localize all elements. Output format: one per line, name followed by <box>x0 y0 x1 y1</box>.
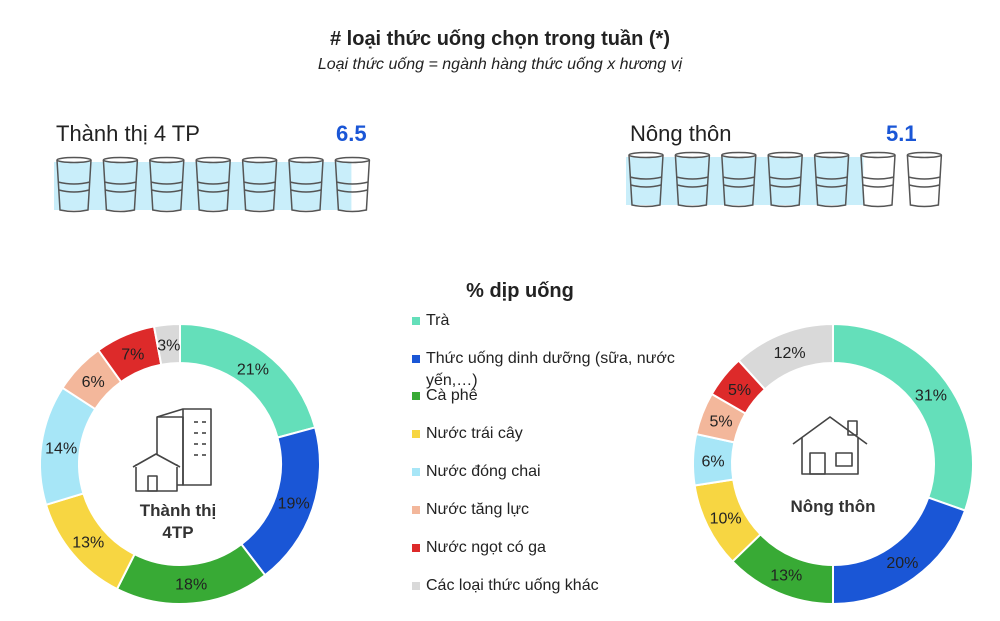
chart-title: # loại thức uống chọn trong tuần (*) <box>329 28 670 50</box>
urban-glass-row <box>54 156 371 213</box>
legend-label: Nước trái cây <box>426 425 523 442</box>
legend-swatch <box>412 582 420 590</box>
glass-icon <box>721 151 757 208</box>
donut-slice-label: 6% <box>701 453 724 470</box>
glass-icon <box>628 151 664 208</box>
legend-label: Nước tăng lực <box>426 501 530 518</box>
glass-icon <box>56 156 92 213</box>
rural-group-label: Nông thôn <box>630 121 732 146</box>
donut-slice-label: 31% <box>915 388 947 405</box>
glass-icon <box>906 151 943 208</box>
glass-icon <box>241 156 278 213</box>
urban-group-value: 6.5 <box>336 121 367 146</box>
donut-slice-label: 21% <box>237 362 269 379</box>
glass-icon <box>149 156 185 213</box>
rural-group-value: 5.1 <box>886 121 917 146</box>
urban-center-label-line2: 4TP <box>162 523 193 542</box>
donut-slice <box>152 322 181 366</box>
legend-label: Nước đóng chai <box>426 463 541 480</box>
donut-slice-label: 10% <box>710 510 742 527</box>
glass-fill-band <box>54 162 352 210</box>
glass-icon <box>334 156 371 213</box>
glass-icon <box>195 156 231 213</box>
donut-slice-label: 14% <box>45 440 77 457</box>
legend-swatch <box>412 317 420 325</box>
donut-slice-label: 19% <box>278 495 310 512</box>
legend-label: Cà phê <box>426 387 478 404</box>
donut-slice-label: 6% <box>82 374 105 391</box>
donut-slice-label: 20% <box>886 555 918 572</box>
donut-slice-label: 3% <box>157 338 180 355</box>
glass-icon <box>767 151 803 208</box>
legend-swatch <box>412 468 420 476</box>
glass-icon <box>288 156 324 213</box>
legend-swatch <box>412 355 420 363</box>
chart-subtitle: Loại thức uống = ngành hàng thức uống x … <box>317 56 683 73</box>
urban-group-label: Thành thị 4 TP <box>56 121 200 146</box>
donut-slice <box>179 322 317 439</box>
donut-slice-label: 5% <box>710 414 733 431</box>
legend-label: Nước ngọt có ga <box>426 539 546 556</box>
glass-fill-band <box>626 157 864 205</box>
section-title: % dịp uống <box>466 280 574 302</box>
donut-slice-label: 7% <box>121 347 144 364</box>
donut-slice-label: 13% <box>770 568 802 585</box>
city-buildings-icon <box>132 408 212 492</box>
legend-label: Thức uống dinh dưỡng (sữa, nước yến,…) <box>426 350 675 389</box>
donut-slice-label: 5% <box>728 382 751 399</box>
rural-center-label: Nông thôn <box>791 497 876 516</box>
legend-swatch <box>412 392 420 400</box>
glass-icon <box>102 156 139 213</box>
donut-slice-label: 18% <box>175 576 207 593</box>
legend-label: Các loại thức uống khác <box>426 577 599 594</box>
urban-donut-chart: 21% 19% 18% 13% 14% 6% 7% 3% Thành thị 4TP <box>39 322 321 605</box>
glass-icon <box>813 151 850 208</box>
urban-center-label-line1: Thành thị <box>140 501 216 520</box>
rural-glass-row <box>626 151 943 208</box>
legend-swatch <box>412 430 420 438</box>
donut-slice <box>115 542 267 605</box>
glass-icon <box>860 151 896 208</box>
rural-donut-chart: 31% 20% 13% 10% 6% 5% 5% 12% Nông thôn <box>692 322 974 606</box>
donut-slice <box>832 322 974 512</box>
donut-slice-label: 12% <box>774 345 806 362</box>
donut-slice-label: 13% <box>72 534 104 551</box>
legend-swatch <box>412 506 420 514</box>
glass-icon <box>674 151 711 208</box>
legend-label: Trà <box>426 312 450 329</box>
donut-slice <box>737 322 834 391</box>
house-icon <box>792 416 868 475</box>
legend-swatch <box>412 544 420 552</box>
